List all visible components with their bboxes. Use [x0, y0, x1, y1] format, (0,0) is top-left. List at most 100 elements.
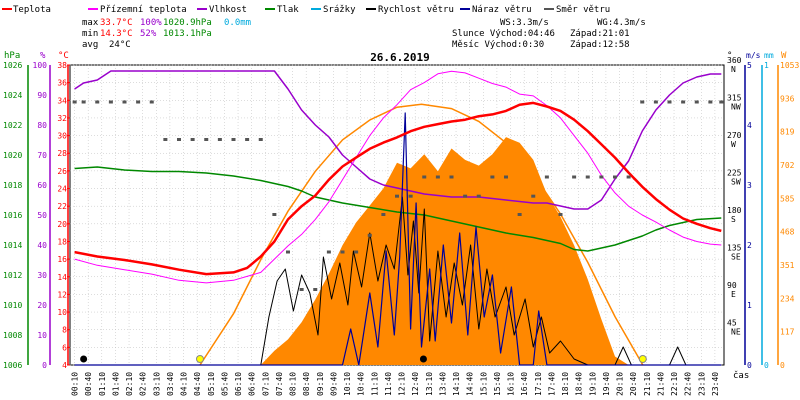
stats-min-hum: 52%: [140, 29, 157, 39]
temp-tick-label: 34: [57, 96, 67, 105]
solar-theoretical-line: [199, 103, 644, 366]
w-tick-label: 702: [780, 161, 795, 170]
time-tick-label: 18:10: [561, 372, 570, 396]
sunset-marker: [638, 355, 647, 363]
time-tick-label: 16:40: [520, 372, 529, 396]
solar-theoretical-series: [199, 103, 644, 366]
wind-direction-point: [381, 213, 386, 216]
stats-max-label: max: [82, 18, 99, 28]
time-tick-label: 17:10: [534, 372, 543, 396]
dir-tick-label: 225: [727, 169, 742, 178]
ms-tick-label: 1: [747, 301, 752, 310]
wind-direction-point: [299, 288, 304, 291]
temp-axis-label: °C: [58, 51, 69, 61]
time-tick-label: 06:10: [234, 372, 243, 396]
wind-direction-point: [667, 100, 672, 104]
dir-axis-label: °: [727, 51, 732, 61]
markers: [80, 355, 647, 363]
hpa-tick-label: 1026: [3, 61, 22, 70]
pct-tick-label: 50: [37, 211, 47, 220]
wind-direction-point: [149, 100, 154, 104]
legend-ground-temperature: Přízemní teplota: [88, 5, 187, 15]
legend: Teplota Přízemní teplota Vlhkost Tlak Sr…: [2, 5, 610, 15]
stats: max 33.7°C 100% 1020.9hPa 0.0mm min 14.3…: [82, 18, 251, 50]
temp-tick-label: 30: [57, 132, 67, 141]
time-tick-label: 02:10: [125, 372, 134, 396]
wind-direction-point: [72, 100, 77, 104]
w-tick-label: 1053: [780, 61, 799, 70]
wind-direction-point: [81, 100, 86, 104]
ms-tick-label: 0: [747, 361, 752, 370]
pct-tick-label: 30: [37, 271, 47, 280]
sunrise-marker: [195, 355, 204, 363]
legend-temperature: Teplota: [2, 5, 51, 15]
temp-tick-label: 22: [57, 202, 67, 211]
wind-direction-point: [313, 288, 318, 291]
wind-direction-point: [340, 250, 345, 254]
w-tick-label: 0: [780, 361, 785, 370]
stats-max-hum: 100%: [140, 18, 162, 28]
ms-tick-label: 3: [747, 181, 752, 190]
time-tick-label: 10:40: [357, 372, 366, 396]
time-tick-label: 12:10: [398, 372, 407, 396]
wind-direction-point: [719, 100, 724, 104]
moonset-marker: [419, 355, 427, 363]
time-tick-label: 03:10: [152, 372, 161, 396]
w-tick-label: 585: [780, 194, 795, 203]
wind-direction-point: [258, 138, 263, 141]
temp-tick-label: 10: [57, 308, 67, 317]
time-tick-label: 11:40: [384, 372, 393, 396]
stats-avg-label: avg: [82, 40, 98, 50]
wind-direction-point: [599, 175, 604, 179]
wind-direction-point: [435, 175, 440, 179]
wind-direction-point: [640, 100, 645, 104]
stats-max-temp: 33.7°C: [100, 18, 133, 28]
wind-direction-point: [476, 194, 481, 198]
temp-tick-label: 28: [57, 149, 67, 158]
time-tick-label: 09:40: [329, 372, 338, 396]
wind-direction-point: [681, 100, 686, 104]
legend-humidity: Vlhkost: [197, 5, 247, 15]
pct-tick-label: 90: [37, 91, 47, 100]
pct-tick-label: 60: [37, 181, 47, 190]
dir-tick-name: S: [731, 215, 736, 224]
time-tick-label: 20:10: [616, 372, 625, 396]
wind-direction-point: [286, 250, 290, 254]
temp-tick-label: 36: [57, 79, 67, 88]
time-tick-label: 00:10: [71, 372, 80, 396]
time-tick-label: 00:40: [84, 372, 93, 396]
info-sunrise: Slunce Východ:04:46: [452, 29, 555, 39]
wind-speed-line: [74, 196, 722, 366]
temp-tick-label: 6: [62, 343, 67, 352]
legend-label-pressure: Tlak: [277, 5, 299, 15]
dir-tick-name: NE: [731, 328, 741, 337]
info-sunset: Západ:21:01: [570, 29, 630, 39]
info-moonrise: Měsíc Východ:0:30: [452, 40, 544, 50]
wind-direction-point: [231, 138, 236, 141]
wind-direction-point: [108, 100, 113, 104]
time-tick-label: 10:10: [343, 372, 352, 396]
time-tick-label: 11:10: [370, 372, 379, 396]
temp-tick-label: 18: [57, 237, 67, 246]
legend-label-humidity: Vlhkost: [209, 5, 247, 15]
humidity-line: [74, 70, 722, 210]
temp-tick-label: 12: [57, 290, 67, 299]
time-tick-label: 02:40: [139, 372, 148, 396]
wind-direction-point: [354, 250, 359, 254]
time-tick-label: 23:10: [697, 372, 706, 396]
hpa-tick-label: 1016: [3, 211, 22, 220]
stats-avg-temp: 24°C: [109, 40, 131, 50]
chart-title: 26.6.2019: [370, 51, 430, 64]
legend-wind-speed: Rychlost větru: [366, 5, 454, 15]
hpa-tick-label: 1018: [3, 181, 22, 190]
time-tick-label: 13:10: [425, 372, 434, 396]
mm-tick-label: 1: [764, 61, 769, 70]
dir-tick-label: 315: [727, 94, 742, 103]
legend-wind-direction: Směr větru: [544, 5, 610, 15]
time-tick-label: 22:40: [684, 372, 693, 396]
time-tick-label: 14:10: [452, 372, 461, 396]
wind-direction-point: [245, 138, 250, 141]
w-tick-label: 117: [780, 328, 795, 337]
wind-direction-point: [367, 233, 372, 237]
